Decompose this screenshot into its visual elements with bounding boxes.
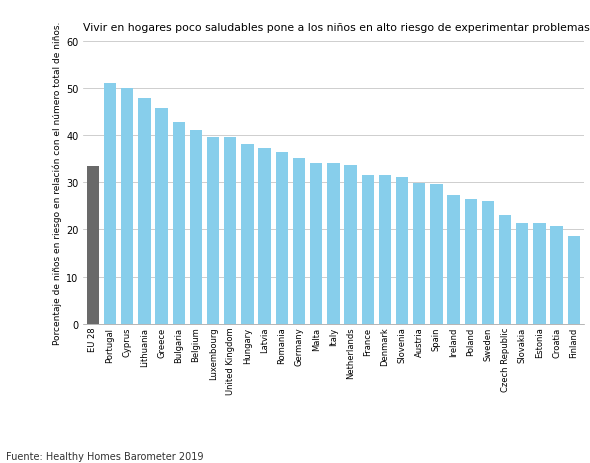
- Text: Fuente: Healthy Homes Barometer 2019: Fuente: Healthy Homes Barometer 2019: [6, 450, 204, 461]
- Bar: [173, 123, 185, 324]
- Bar: [190, 131, 202, 324]
- Bar: [482, 202, 494, 324]
- Y-axis label: Porcentaje de niños en riesgo en relación con el número total de niños.: Porcentaje de niños en riesgo en relació…: [53, 22, 62, 344]
- Bar: [258, 149, 271, 324]
- Bar: [87, 166, 99, 324]
- Bar: [345, 166, 357, 324]
- Bar: [430, 184, 442, 324]
- Bar: [104, 84, 116, 324]
- Bar: [533, 224, 546, 324]
- Text: Vivir en hogares poco saludables pone a los niños en alto riesgo de experimentar: Vivir en hogares poco saludables pone a …: [83, 23, 590, 32]
- Bar: [207, 137, 219, 324]
- Bar: [379, 176, 391, 324]
- Bar: [138, 99, 150, 324]
- Bar: [293, 158, 305, 324]
- Bar: [121, 89, 133, 324]
- Bar: [413, 183, 425, 324]
- Bar: [155, 109, 168, 324]
- Bar: [516, 223, 529, 324]
- Bar: [499, 216, 512, 324]
- Bar: [550, 227, 563, 324]
- Bar: [276, 152, 288, 324]
- Bar: [362, 176, 374, 324]
- Bar: [224, 138, 237, 324]
- Bar: [447, 195, 460, 324]
- Bar: [464, 200, 477, 324]
- Bar: [327, 164, 339, 324]
- Bar: [310, 164, 322, 324]
- Bar: [241, 144, 254, 324]
- Bar: [396, 177, 408, 324]
- Bar: [568, 236, 580, 324]
